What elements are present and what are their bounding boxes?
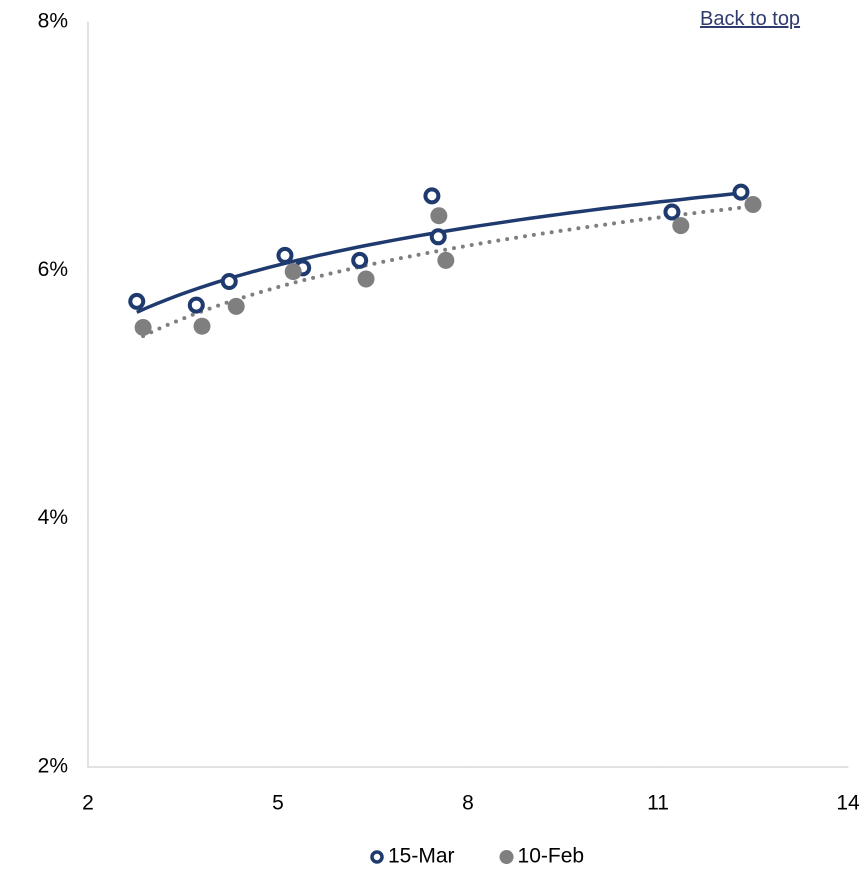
- legend-marker: [370, 850, 384, 864]
- data-point: [663, 203, 681, 221]
- y-tick-label: 6%: [38, 258, 68, 281]
- y-tick-label: 4%: [38, 506, 68, 529]
- data-point: [732, 183, 750, 201]
- y-tick-label: 8%: [38, 10, 68, 33]
- data-point: [429, 228, 447, 246]
- back-to-top-link[interactable]: Back to top: [700, 8, 801, 30]
- x-tick-label: 5: [272, 792, 284, 815]
- data-point: [134, 318, 152, 336]
- data-point: [351, 251, 369, 269]
- data-point: [430, 207, 448, 225]
- data-point: [672, 217, 690, 235]
- data-point: [276, 246, 294, 264]
- y-tick-label: 2%: [38, 755, 68, 778]
- data-point: [227, 297, 245, 315]
- data-point: [187, 296, 205, 314]
- data-point: [357, 270, 375, 288]
- legend-label: 15-Mar: [388, 845, 455, 868]
- x-tick-label: 11: [647, 792, 669, 815]
- data-point: [437, 251, 455, 269]
- data-point: [220, 273, 238, 291]
- data-point: [744, 196, 762, 214]
- data-point: [284, 263, 302, 281]
- data-point: [423, 187, 441, 205]
- legend-marker: [499, 850, 514, 864]
- x-tick-label: 8: [462, 792, 474, 815]
- x-tick-label: 14: [836, 792, 860, 815]
- data-point: [193, 317, 211, 335]
- legend-label: 10-Feb: [518, 845, 585, 868]
- trendline: [141, 204, 755, 339]
- data-point: [128, 292, 146, 310]
- x-tick-label: 2: [82, 792, 94, 815]
